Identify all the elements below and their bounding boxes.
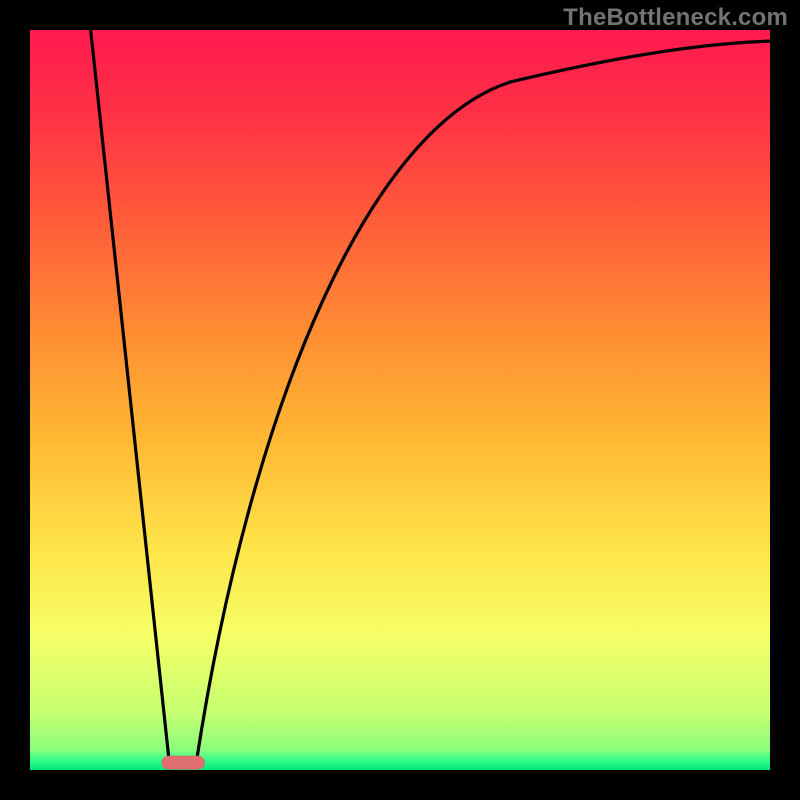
plot-area xyxy=(30,30,770,770)
chart-svg xyxy=(30,30,770,770)
optimal-marker xyxy=(162,756,205,769)
gradient-background xyxy=(30,30,770,770)
chart-root: TheBottleneck.com xyxy=(0,0,800,800)
watermark-text: TheBottleneck.com xyxy=(563,4,788,32)
